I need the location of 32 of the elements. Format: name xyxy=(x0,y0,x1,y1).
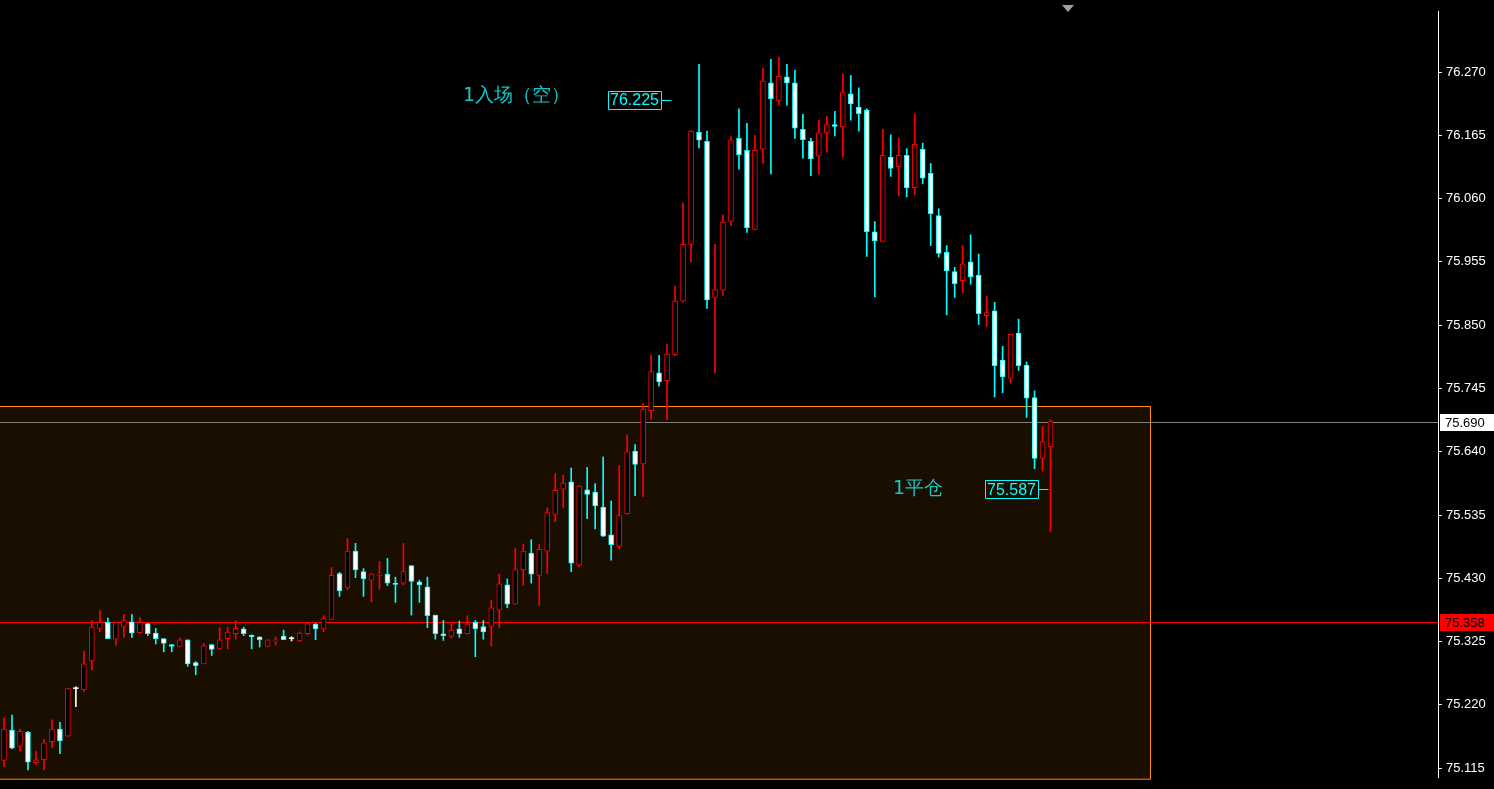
candlestick xyxy=(800,113,806,159)
y-tick-label: 75.850 xyxy=(1446,316,1486,332)
annotation: 75.587 xyxy=(987,480,1037,498)
candlestick xyxy=(855,87,862,132)
y-tick-label: 75.220 xyxy=(1446,696,1486,712)
ref-line-label: 75.690 xyxy=(1445,414,1485,430)
y-tick-label: 75.115 xyxy=(1446,759,1485,775)
y-tick-label: 75.640 xyxy=(1446,443,1486,459)
y-tick-label: 75.745 xyxy=(1446,380,1486,396)
y-tick-label: 75.325 xyxy=(1446,633,1486,649)
candlestick xyxy=(832,110,838,137)
candlestick xyxy=(768,59,774,175)
candlestick xyxy=(712,244,718,374)
candlestick xyxy=(584,467,591,519)
candlestick xyxy=(784,63,790,106)
y-tick-label: 75.430 xyxy=(1446,569,1486,585)
y-tick-label: 76.270 xyxy=(1446,63,1486,79)
candlestick xyxy=(847,75,854,121)
candlestick xyxy=(560,474,567,509)
annotation: 1入场（空） xyxy=(463,83,571,106)
y-tick-label: 76.165 xyxy=(1446,126,1486,142)
candlestick xyxy=(696,63,702,149)
y-tick-label: 75.955 xyxy=(1446,253,1486,269)
y-tick-label: 75.535 xyxy=(1446,506,1486,522)
candlestick xyxy=(824,115,830,153)
annotation: 1平仓 xyxy=(893,476,944,499)
ref-line-label: 75.358 xyxy=(1445,614,1485,630)
y-tick-label: 76.060 xyxy=(1446,190,1486,206)
annotation: 76.225 xyxy=(609,91,660,109)
candlestick xyxy=(608,500,614,561)
candlestick xyxy=(895,138,902,196)
candlestick xyxy=(871,221,878,298)
